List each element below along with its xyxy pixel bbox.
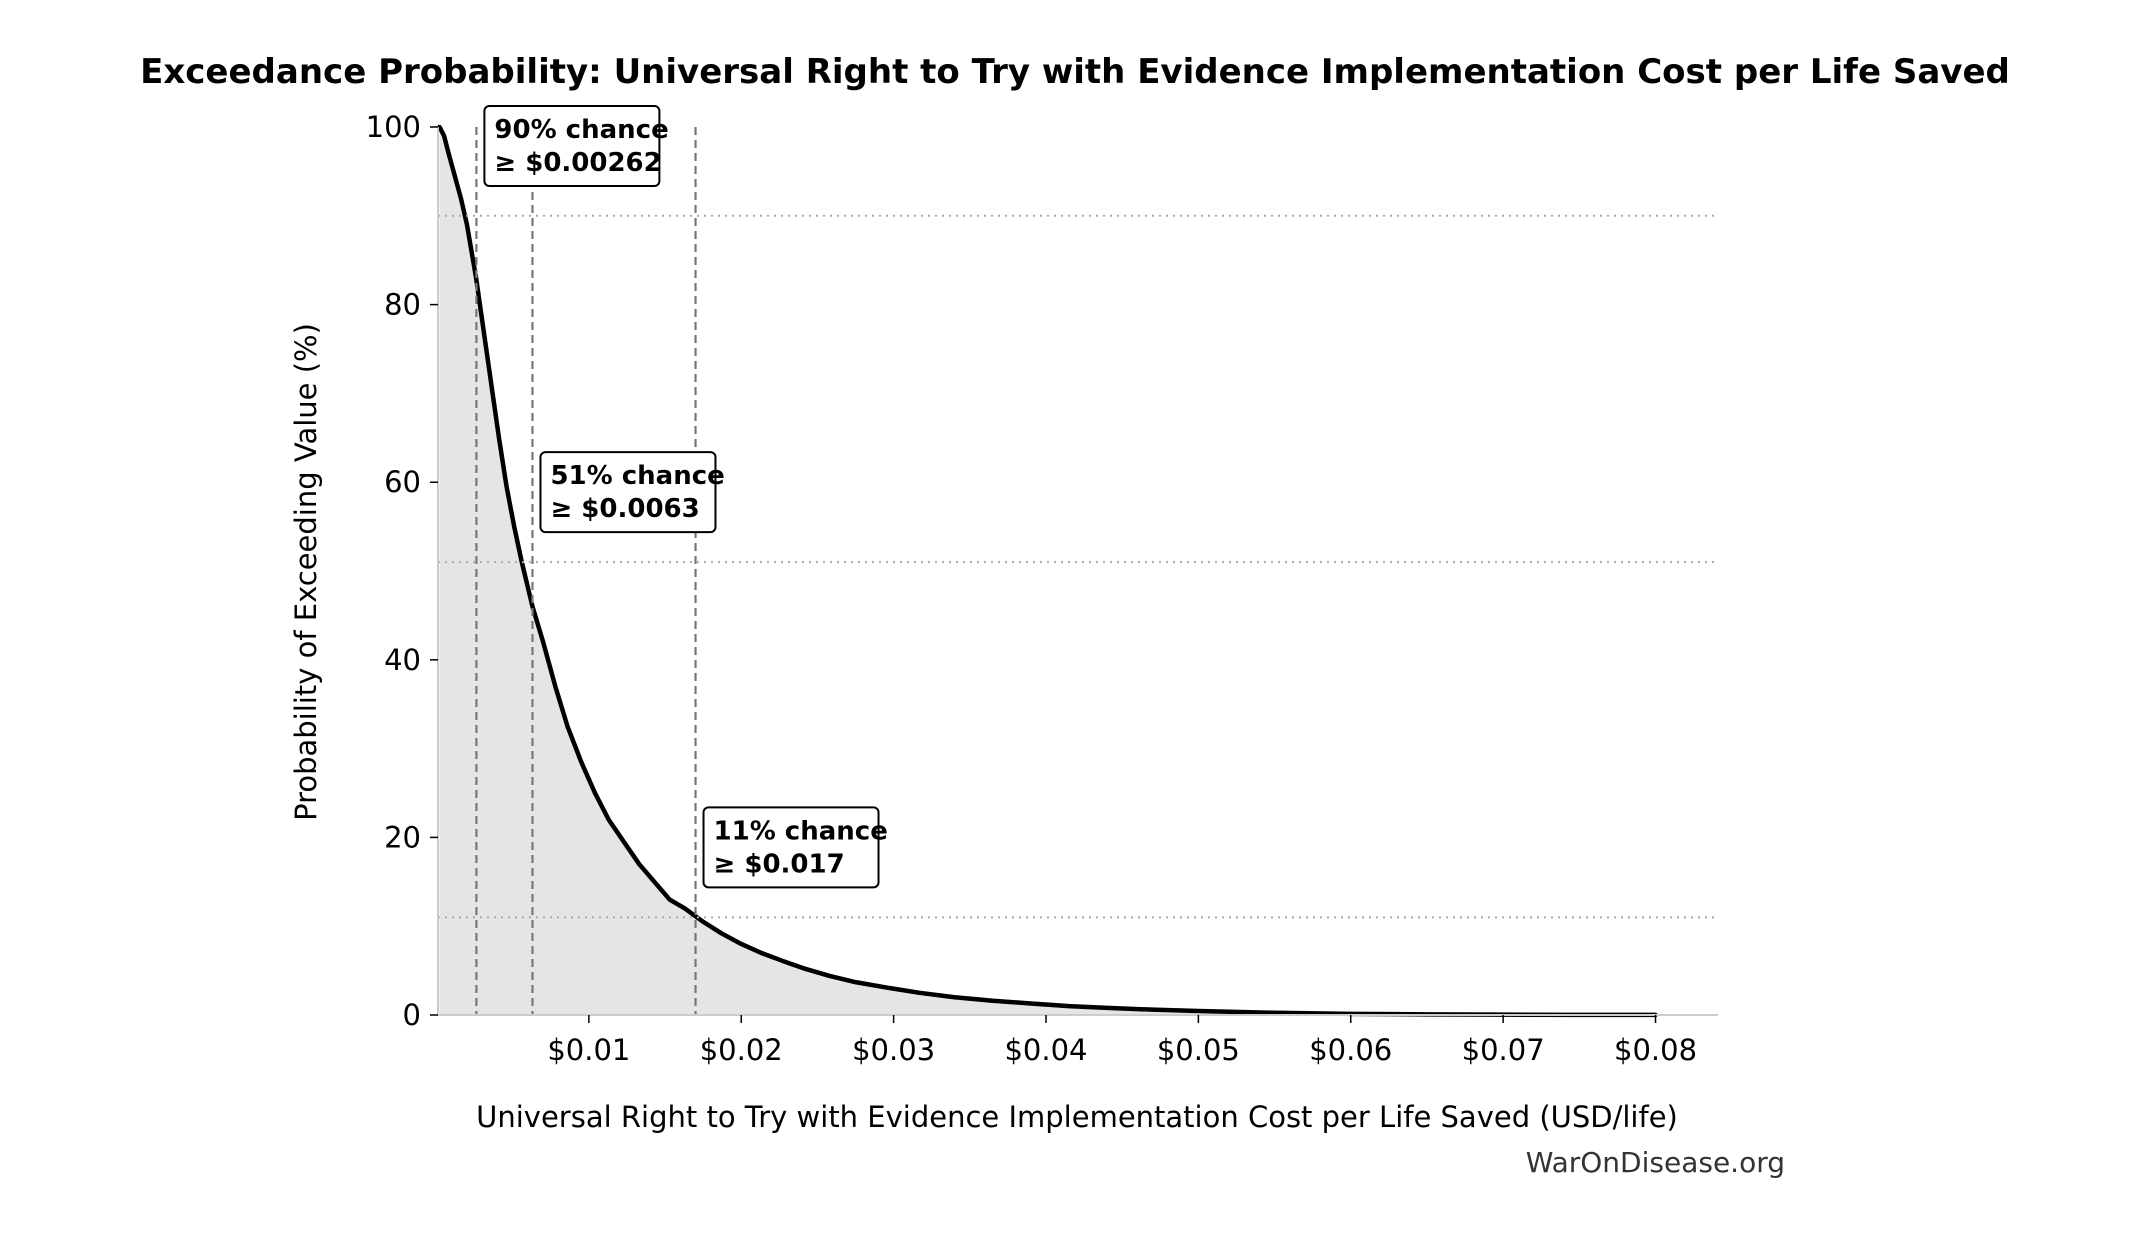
annotation-box-3: 11% chance≥ $0.017: [702, 806, 888, 889]
x-tick-label: $0.08: [1614, 1033, 1697, 1067]
y-tick-label: 60: [384, 465, 421, 499]
x-axis-label: Universal Right to Try with Evidence Imp…: [476, 1100, 1678, 1134]
annotation-box-1: 90% chance≥ $0.00262: [483, 105, 669, 187]
y-tick-label: 40: [384, 643, 421, 677]
x-tick-label: $0.03: [852, 1033, 935, 1067]
y-axis-label: Probability of Exceeding Value (%): [289, 323, 323, 821]
annotation-line-2: ≥ $0.0063: [550, 494, 699, 524]
x-tick-label: $0.01: [547, 1033, 630, 1067]
plot-area: [437, 124, 1658, 1018]
annotation-box-frame: [539, 451, 717, 534]
y-tick-label: 0: [403, 998, 421, 1032]
chart-title: Exceedance Probability: Universal Right …: [140, 52, 2010, 92]
annotation-box-frame: [483, 105, 661, 187]
x-tick-label: $0.06: [1309, 1033, 1392, 1067]
x-tick-label: $0.07: [1462, 1033, 1545, 1067]
y-tick-label: 20: [384, 820, 421, 854]
x-tick-label: $0.02: [700, 1033, 783, 1067]
axes: $0.01 $0.02 $0.03 $0.04 $0.05 $0.06 $0.07 $0.08…: [366, 110, 1718, 1067]
exceedance-curve-line: [437, 124, 1658, 1018]
watermark: WarOnDisease.org: [1526, 1146, 1785, 1179]
x-tick-label: $0.05: [1157, 1033, 1240, 1067]
annotation-line-1: 90% chance: [494, 115, 668, 145]
y-tick-label: 80: [384, 288, 421, 322]
annotation-line-2: ≥ $0.00262: [494, 148, 661, 178]
annotation-line-1: 51% chance: [550, 461, 724, 491]
annotations-layer: 90% chance≥ $0.00262 51% chance≥ $0.0063 1…: [438, 105, 1718, 1015]
annotation-box-frame: [702, 806, 880, 889]
x-tick-label: $0.04: [1004, 1033, 1087, 1067]
exceedance-area-fill: [439, 127, 1656, 1015]
y-tick-label: 100: [366, 110, 421, 144]
annotation-box-2: 51% chance≥ $0.0063: [539, 451, 725, 534]
annotation-line-1: 11% chance: [714, 816, 888, 846]
annotation-line-2: ≥ $0.017: [714, 849, 845, 879]
